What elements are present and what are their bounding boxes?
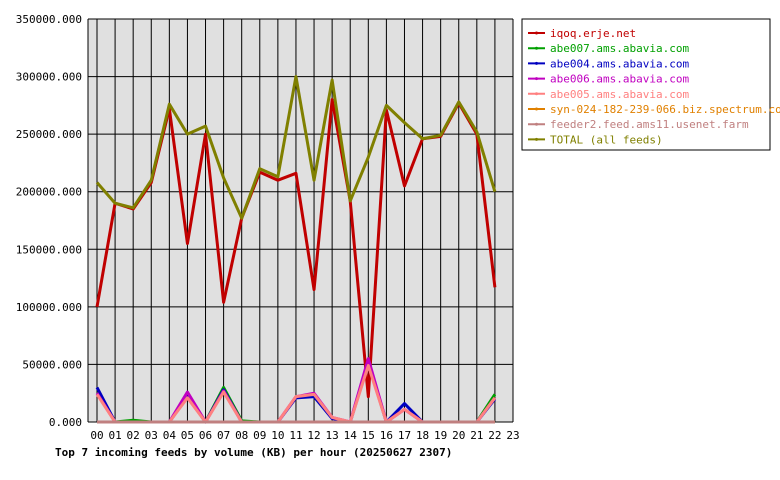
plot-area (88, 19, 513, 422)
x-tick-label: 21 (470, 429, 483, 442)
y-tick-labels: 0.000 50000.000 100000.000 150000.000 200000… (16, 13, 82, 429)
x-tick-label: 19 (434, 429, 447, 442)
x-tick-label: 06 (199, 429, 212, 442)
x-tick-label: 00 (90, 429, 103, 442)
y-tick-label: 50000.000 (22, 358, 82, 371)
y-tick-label: 300000.000 (16, 71, 82, 84)
legend-marker (535, 61, 538, 65)
series-line (95, 75, 497, 220)
legend-marker (535, 92, 538, 96)
x-tick-label: 12 (307, 429, 320, 442)
x-tick-label: 08 (235, 429, 248, 442)
grid-lines (88, 18, 514, 423)
x-tick-label: 20 (452, 429, 465, 442)
x-tick-label: 10 (271, 429, 284, 442)
legend-entry: abe006.ams.abavia.com (550, 73, 689, 86)
legend-entry: abe005.ams.abavia.com (550, 88, 689, 101)
x-tick-label: 22 (488, 429, 501, 442)
legend-marker (535, 77, 538, 81)
x-tick-label: 14 (344, 429, 358, 442)
chart-title: Top 7 incoming feeds by volume (KB) per … (55, 446, 452, 459)
legend-entry: abe004.ams.abavia.com (550, 57, 689, 70)
legend-marker (535, 137, 538, 141)
x-tick-label: 23 (506, 429, 519, 442)
legend-box (521, 18, 771, 151)
y-tick-label: 250000.000 (16, 128, 82, 141)
legend-marker (535, 31, 538, 35)
y-tick-label: 150000.000 (16, 243, 82, 256)
legend-entry: feeder2.feed.ams11.usenet.farm (550, 118, 749, 131)
x-tick-label: 01 (108, 429, 121, 442)
x-tick-label: 04 (163, 429, 177, 442)
x-tick-label: 03 (145, 429, 158, 442)
x-tick-label: 15 (362, 429, 375, 442)
x-tick-label: 09 (253, 429, 266, 442)
y-tick-label: 0.000 (49, 416, 82, 429)
legend-entry: TOTAL (all feeds) (550, 133, 663, 146)
y-tick-label: 100000.000 (16, 301, 82, 314)
x-tick-label: 05 (181, 429, 194, 442)
legend-entry: iqoq.erje.net (550, 27, 636, 40)
x-tick-labels: 00 01 02 03 04 05 06 07 08 09 10 11 12 13 14 15 16 17 18 19… (90, 429, 519, 442)
legend-marker (535, 122, 538, 126)
legend: iqoq.erje.net abe007.ams.abavia.com abe004… (528, 27, 780, 146)
legend-marker (535, 107, 538, 111)
x-tick-label: 13 (326, 429, 339, 442)
x-tick-label: 07 (217, 429, 230, 442)
y-tick-label: 200000.000 (16, 186, 82, 199)
x-tick-label: 18 (416, 429, 429, 442)
x-tick-label: 17 (398, 429, 411, 442)
x-tick-label: 16 (380, 429, 393, 442)
x-tick-label: 02 (127, 429, 140, 442)
legend-marker (535, 46, 538, 50)
legend-entry: syn-024-182-239-066.biz.spectrum.com (550, 103, 780, 116)
y-tick-label: 350000.000 (16, 13, 82, 26)
x-tick-label: 11 (289, 429, 302, 442)
legend-entry: abe007.ams.abavia.com (550, 42, 689, 55)
series-lines (95, 75, 497, 424)
